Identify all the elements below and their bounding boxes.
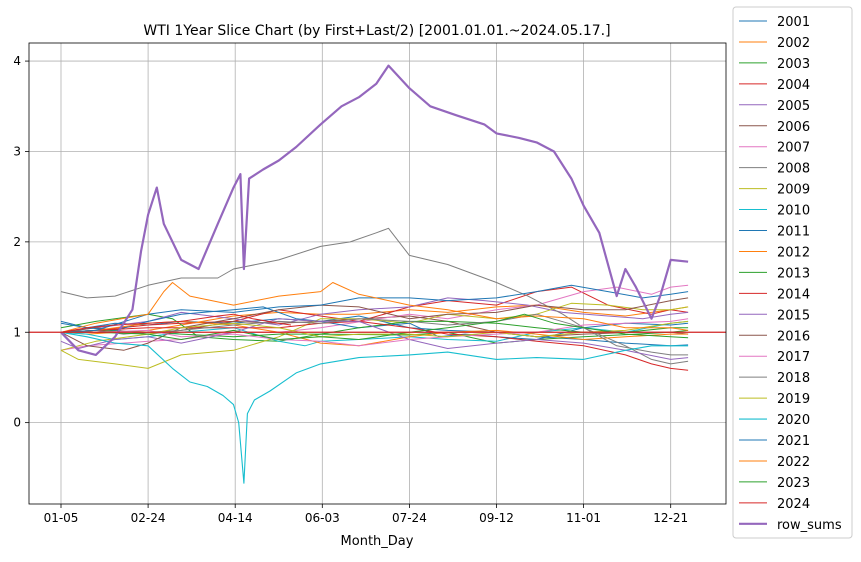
legend-label-2005: 2005	[777, 99, 810, 114]
chart-title: WTI 1Year Slice Chart (by First+Last/2) …	[143, 23, 610, 39]
series-line-row_sums	[60, 64, 689, 356]
y-tick-label: 1	[13, 325, 21, 339]
legend-label-2009: 2009	[777, 183, 810, 198]
legend-label-2006: 2006	[777, 120, 810, 135]
y-tick-label: 4	[13, 54, 21, 68]
x-tick-label: 06-03	[305, 511, 340, 525]
x-tick-label: 02-24	[131, 511, 166, 525]
legend-label-2021: 2021	[777, 434, 810, 449]
legend-label-2017: 2017	[777, 350, 810, 365]
series-line-2024	[60, 313, 291, 333]
series-line-2021	[60, 284, 689, 333]
series-line-2017	[61, 318, 689, 347]
grid	[29, 43, 726, 504]
series-line-2020	[60, 331, 689, 484]
y-tick-label: 2	[13, 235, 21, 249]
y-tick-label: 0	[13, 416, 21, 430]
legend-label-2012: 2012	[777, 245, 810, 260]
x-tick-label: 12-21	[653, 511, 688, 525]
series-line-2008	[60, 227, 689, 365]
series-line-2015	[60, 318, 689, 360]
x-tick-label: 09-12	[479, 511, 514, 525]
legend-label-2002: 2002	[777, 36, 810, 51]
legend-label-2023: 2023	[777, 476, 810, 491]
y-tick-label: 3	[13, 144, 21, 158]
legend-label-2020: 2020	[777, 413, 810, 428]
legend-label-row_sums: row_sums	[777, 518, 842, 533]
series-line-2014	[60, 320, 689, 371]
x-axis-label: Month_Day	[341, 534, 414, 549]
x-tick-label: 11-01	[566, 511, 601, 525]
legend-label-2014: 2014	[777, 287, 810, 302]
x-axis-ticks: 01-05 02-24 04-14 06-03 07-24 09-12 11-01 12-21	[44, 504, 688, 525]
legend: 2001 2002 2003 2004 2005 2006 2007 2008 2009 2010…	[732, 6, 853, 539]
y-axis-ticks: 0 1 2 3 4	[13, 54, 29, 430]
series-lines	[60, 64, 689, 484]
legend-label-2016: 2016	[777, 329, 810, 344]
legend-label-2013: 2013	[777, 266, 810, 281]
legend-label-2022: 2022	[777, 455, 810, 470]
legend-label-2004: 2004	[777, 78, 810, 93]
legend-label-2010: 2010	[777, 204, 810, 219]
x-tick-label: 01-05	[44, 511, 79, 525]
x-tick-label: 04-14	[218, 511, 253, 525]
legend-label-2024: 2024	[777, 497, 810, 512]
legend-label-2007: 2007	[777, 141, 810, 156]
legend-label-2018: 2018	[777, 371, 810, 386]
series-line-2022	[60, 282, 689, 333]
legend-label-2003: 2003	[777, 57, 810, 72]
series-line-2009	[60, 302, 689, 369]
legend-label-2019: 2019	[777, 392, 810, 407]
legend-box	[732, 6, 853, 539]
plot-frame	[28, 42, 727, 505]
legend-label-2015: 2015	[777, 308, 810, 323]
series-line-2005	[60, 297, 689, 333]
legend-label-2008: 2008	[777, 162, 810, 177]
x-tick-label: 07-24	[392, 511, 427, 525]
legend-label-2011: 2011	[777, 225, 810, 240]
legend-label-2001: 2001	[777, 15, 810, 30]
